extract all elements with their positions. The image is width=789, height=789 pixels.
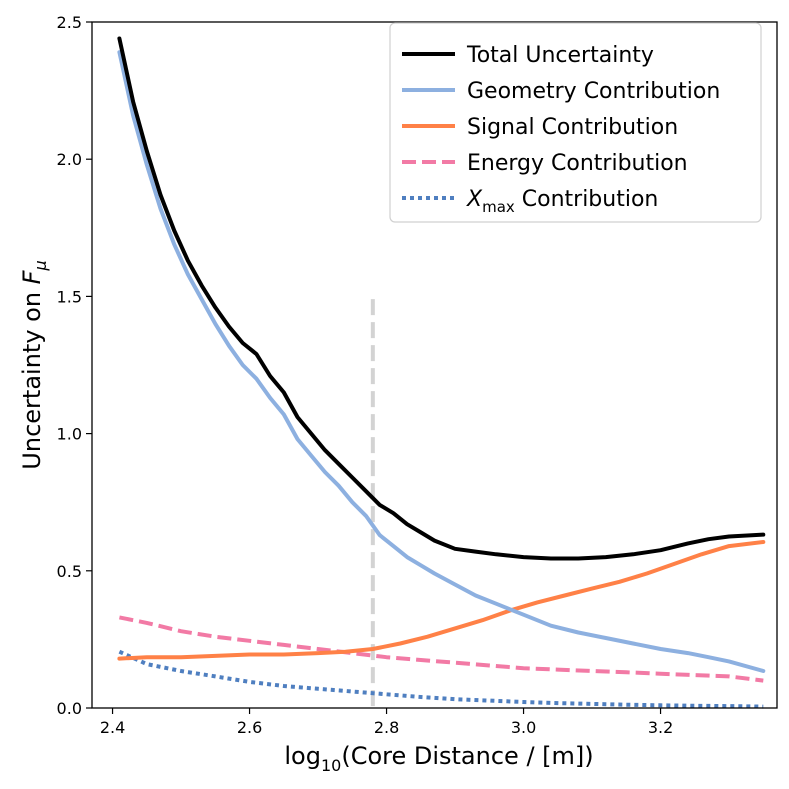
legend-label-signal: Signal Contribution bbox=[467, 115, 678, 140]
legend-label-total: Total Uncertainty bbox=[466, 43, 654, 68]
x-axis-label: log10(Core Distance / [m]) bbox=[284, 742, 593, 775]
y-tick-label: 2.0 bbox=[57, 150, 82, 169]
tick-group: 2.4 2.6 2.8 3.0 3.2 0.0 0.5 1.0 1.5 2.0 2.5 bbox=[57, 13, 674, 737]
legend-box bbox=[389, 22, 762, 223]
series-line-energy-contribution bbox=[119, 615, 764, 683]
y-tick-label: 2.5 bbox=[57, 13, 82, 32]
y-tick-label: 1.5 bbox=[57, 287, 82, 306]
y-tick-label: 1.0 bbox=[57, 425, 82, 444]
series-line-xmax-contribution bbox=[118, 649, 764, 709]
y-axis-label: Uncertainty on Fμ bbox=[18, 260, 50, 469]
x-tick-label: 2.8 bbox=[374, 718, 399, 737]
x-tick-label: 2.4 bbox=[100, 718, 125, 737]
y-tick-label: 0.0 bbox=[57, 699, 82, 718]
x-tick-label: 3.0 bbox=[511, 718, 536, 737]
axes-frame bbox=[91, 21, 778, 709]
y-tick-label: 0.5 bbox=[57, 562, 82, 581]
legend-label-xmax: Xmax Contribution bbox=[466, 187, 658, 216]
legend-label-energy: Energy Contribution bbox=[467, 151, 688, 176]
series-line-signal-contribution bbox=[117, 540, 766, 661]
legend: Total Uncertainty Geometry Contribution … bbox=[389, 22, 762, 223]
x-tick-label: 3.2 bbox=[648, 718, 673, 737]
legend-label-geometry: Geometry Contribution bbox=[467, 79, 720, 104]
series-line-total-uncertainty bbox=[117, 36, 766, 561]
x-tick-label: 2.6 bbox=[237, 718, 262, 737]
plot-area bbox=[117, 36, 766, 709]
series-line-geometry-contribution bbox=[117, 50, 766, 673]
